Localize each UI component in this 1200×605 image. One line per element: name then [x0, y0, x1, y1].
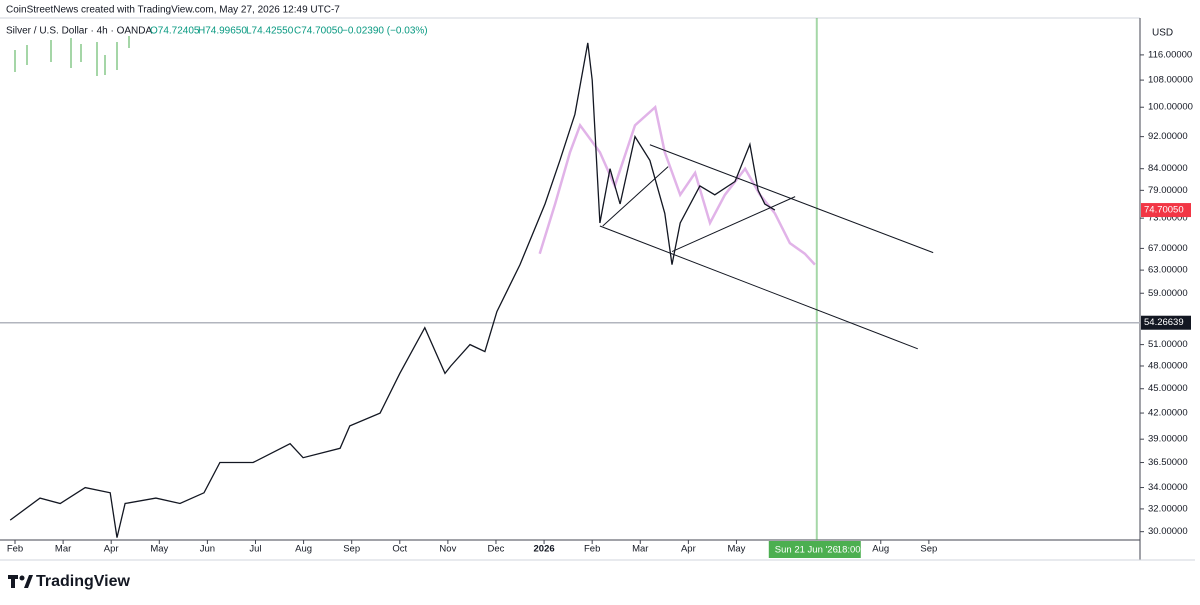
price-label: 74.70050 — [1144, 205, 1184, 216]
y-tick-label: 100.00000 — [1148, 102, 1193, 113]
legend: Silver / U.S. Dollar · 4h · OANDA O74.72… — [6, 26, 428, 37]
y-tick-label: 36.50000 — [1148, 457, 1188, 468]
x-tick-label: Aug — [872, 544, 889, 555]
brand: TradingView — [8, 573, 131, 590]
y-tick-label: 73.00000 — [1148, 213, 1188, 224]
x-tick-label: Feb — [7, 544, 23, 555]
y-tick-label: 51.00000 — [1148, 339, 1188, 350]
price-line — [9, 42, 776, 538]
axes: 116.00000 108.00000 100.00000 92.00000 84.00… — [7, 49, 1193, 554]
price-label-bg — [1141, 315, 1191, 330]
crosshair-time: 18:00 — [837, 545, 861, 556]
y-tick-label: 116.00000 — [1148, 49, 1192, 60]
crosshair-date: Sun 21 Jun '26 — [775, 545, 838, 556]
y-tick-label: 92.00000 — [1148, 131, 1188, 142]
brand-name: TradingView — [36, 573, 131, 590]
price-label: 54.26639 — [1144, 317, 1184, 328]
x-tick-label: Jun — [200, 544, 215, 555]
x-tick-label: Mar — [632, 544, 648, 555]
y-tick-label: 39.00000 — [1148, 434, 1188, 445]
legend-symbol: Silver / U.S. Dollar · 4h · OANDA — [6, 26, 152, 37]
y-tick-label: 63.00000 — [1148, 265, 1188, 276]
y-tick-label: 42.00000 — [1148, 408, 1188, 419]
y-tick-label: 67.00000 — [1148, 243, 1188, 254]
indicator — [14, 36, 130, 76]
y-tick-label: 59.00000 — [1148, 288, 1188, 299]
x-tick-label: Jul — [249, 544, 261, 555]
x-tick-label: Mar — [55, 544, 71, 555]
x-tick-label: Oct — [392, 544, 407, 555]
header: CoinStreetNews created with TradingView.… — [6, 5, 340, 16]
x-tick-label: Sep — [343, 544, 360, 555]
y-tick-label: 79.00000 — [1148, 185, 1188, 196]
trend-line — [602, 166, 669, 227]
crosshair-label-bg — [768, 541, 861, 558]
y-tick-label: 84.00000 — [1148, 163, 1188, 174]
currency: USD — [1152, 28, 1173, 39]
x-tick-label: 2026 — [534, 544, 555, 555]
trend-line — [671, 196, 796, 253]
y-tick-label: 48.00000 — [1148, 360, 1188, 371]
x-tick-label: Dec — [488, 544, 505, 555]
legend-change: −0.02390 (−0.03%) — [342, 26, 428, 37]
legend-high: H74.99650 — [198, 26, 247, 37]
legend-low: L74.42550 — [246, 26, 294, 37]
legend-open: O74.72405 — [150, 26, 200, 37]
y-tick-label: 45.00000 — [1148, 383, 1188, 394]
x-tick-label: Feb — [584, 544, 600, 555]
x-tick-label: Sep — [920, 544, 937, 555]
y-tick-label: 34.00000 — [1148, 482, 1188, 493]
y-tick-label: 32.00000 — [1148, 503, 1188, 514]
x-tick-label: May — [150, 544, 168, 555]
legend-close: C74.70050 — [294, 26, 343, 37]
x-tick-label: Nov — [439, 544, 456, 555]
x-tick-label: Apr — [104, 544, 119, 555]
y-tick-label: 30.00000 — [1148, 526, 1188, 537]
trend-line — [599, 225, 918, 350]
price-line — [538, 104, 816, 266]
x-tick-label: Aug — [295, 544, 312, 555]
y-tick-label: 108.00000 — [1148, 75, 1193, 86]
price-label-bg — [1141, 203, 1191, 218]
x-tick-label: Apr — [681, 544, 696, 555]
x-tick-label: May — [727, 544, 745, 555]
